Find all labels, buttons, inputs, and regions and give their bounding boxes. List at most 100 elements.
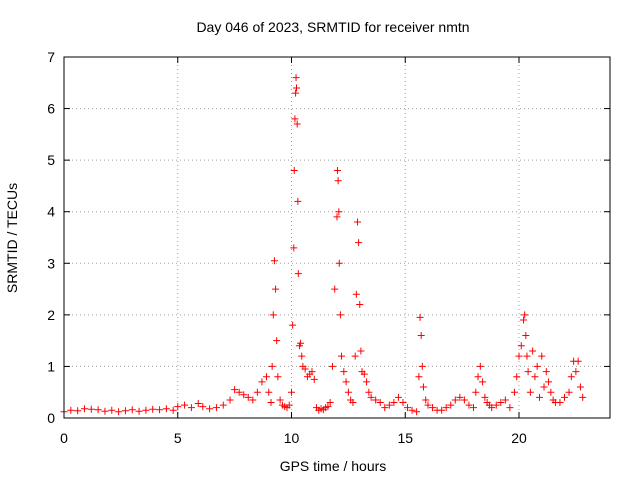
data-point (360, 370, 368, 378)
data-point (121, 407, 129, 415)
data-point (538, 352, 546, 360)
data-point (357, 347, 365, 355)
data-point (135, 407, 143, 415)
data-point (334, 177, 342, 185)
data-point (542, 368, 550, 376)
data-point (381, 404, 389, 412)
data-point (574, 357, 582, 365)
data-point (340, 368, 348, 376)
data-point (244, 393, 252, 401)
data-point (101, 407, 109, 415)
x-tick-label: 5 (174, 430, 182, 446)
data-point (336, 311, 344, 319)
data-point (253, 388, 261, 396)
data-points (60, 74, 587, 416)
data-point (108, 406, 116, 414)
data-point (372, 396, 380, 404)
data-point (385, 401, 393, 409)
data-point (545, 378, 553, 386)
data-point (291, 115, 299, 123)
data-point (162, 405, 170, 413)
data-point (394, 393, 402, 401)
data-point (524, 368, 532, 376)
data-point (479, 378, 487, 386)
y-tick-label: 4 (47, 204, 55, 220)
data-point (526, 388, 534, 396)
data-point (419, 383, 427, 391)
data-point (128, 406, 136, 414)
data-point (523, 352, 531, 360)
x-tick-label: 0 (60, 430, 68, 446)
data-point (292, 89, 300, 97)
data-point (338, 352, 346, 360)
data-point (274, 373, 282, 381)
data-point (556, 399, 564, 407)
data-point (567, 373, 575, 381)
y-axis-label: SRMTID / TECUs (4, 183, 20, 293)
data-point (231, 386, 239, 394)
data-point (451, 396, 459, 404)
data-point (235, 388, 243, 396)
data-point (460, 396, 468, 404)
data-point (579, 393, 587, 401)
y-tick-label: 6 (47, 101, 55, 117)
data-point (269, 311, 277, 319)
data-point (289, 321, 297, 329)
data-point (206, 405, 214, 413)
data-point (272, 285, 280, 293)
data-point (149, 405, 157, 413)
data-point (249, 396, 257, 404)
data-point (531, 373, 539, 381)
data-point (488, 404, 496, 412)
data-point (142, 406, 150, 414)
data-point (424, 401, 432, 409)
data-point (194, 400, 202, 408)
data-point (276, 396, 284, 404)
data-point (331, 285, 339, 293)
data-point (465, 401, 473, 409)
data-point (515, 352, 523, 360)
data-point (324, 403, 332, 411)
data-point (413, 408, 421, 416)
data-point (344, 388, 352, 396)
data-point (292, 74, 300, 82)
data-point (356, 301, 364, 309)
data-point (326, 399, 334, 407)
data-point (273, 337, 281, 345)
data-point (226, 396, 234, 404)
y-tick-label: 2 (47, 307, 55, 323)
data-point (301, 365, 309, 373)
plot-frame (63, 56, 611, 419)
data-point (415, 373, 423, 381)
data-point (219, 401, 227, 409)
data-point (67, 406, 75, 414)
data-point (335, 208, 343, 216)
data-point (506, 404, 514, 412)
data-point (390, 399, 398, 407)
data-point (181, 401, 189, 409)
data-point (492, 401, 500, 409)
data-point (429, 404, 437, 412)
x-tick-label: 15 (397, 430, 413, 446)
data-point (240, 391, 248, 399)
data-point (187, 404, 195, 412)
data-point (422, 396, 430, 404)
data-point (517, 342, 525, 350)
data-point (376, 399, 384, 407)
data-point (501, 396, 509, 404)
data-point (293, 84, 301, 92)
data-point (174, 403, 182, 411)
data-point (540, 383, 548, 391)
data-point (212, 404, 220, 412)
data-point (576, 383, 584, 391)
data-point (416, 313, 424, 321)
data-point (529, 347, 537, 355)
data-point (470, 404, 477, 412)
data-point (352, 290, 360, 298)
data-point (335, 259, 343, 267)
data-point (328, 362, 336, 370)
data-point (572, 368, 580, 376)
data-point (547, 388, 555, 396)
data-point (565, 388, 573, 396)
